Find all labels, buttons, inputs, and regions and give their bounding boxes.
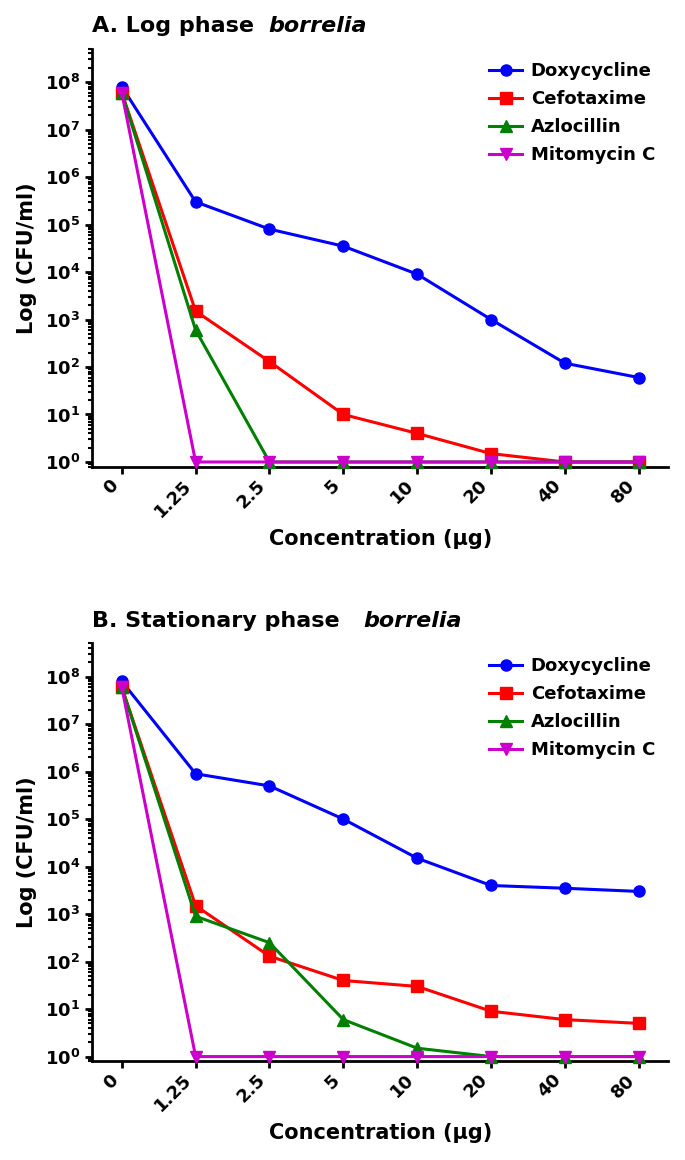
Azlocillin (413, 1042, 421, 1056)
Doxycycline (265, 780, 273, 793)
Line: Cefotaxime: Cefotaxime (116, 682, 645, 1029)
Azlocillin (265, 936, 273, 950)
Azlocillin (487, 1050, 495, 1064)
Text: borrelia: borrelia (364, 611, 462, 631)
Line: Azlocillin: Azlocillin (116, 87, 645, 467)
Azlocillin (339, 455, 347, 469)
Cefotaxime (265, 949, 273, 963)
Cefotaxime (635, 455, 643, 469)
Mitomycin C (192, 455, 200, 469)
Mitomycin C (635, 1050, 643, 1064)
Doxycycline (118, 674, 126, 688)
Cefotaxime (118, 680, 126, 694)
Doxycycline (635, 884, 643, 898)
Mitomycin C (265, 455, 273, 469)
Mitomycin C (118, 680, 126, 694)
Azlocillin (265, 455, 273, 469)
Doxycycline (561, 356, 569, 370)
Mitomycin C (192, 1050, 200, 1064)
Azlocillin (118, 86, 126, 100)
Doxycycline (265, 223, 273, 237)
Azlocillin (561, 455, 569, 469)
Cefotaxime (118, 86, 126, 100)
Line: Doxycycline: Doxycycline (116, 81, 645, 383)
Mitomycin C (635, 455, 643, 469)
Doxycycline (413, 267, 421, 281)
Doxycycline (339, 812, 347, 826)
Doxycycline (339, 239, 347, 253)
X-axis label: Concentration (μg): Concentration (μg) (269, 529, 492, 549)
Azlocillin (339, 1013, 347, 1027)
Doxycycline (192, 767, 200, 781)
Line: Mitomycin C: Mitomycin C (116, 87, 645, 467)
Doxycycline (192, 195, 200, 209)
Text: borrelia: borrelia (269, 16, 367, 36)
Cefotaxime (561, 455, 569, 469)
Cefotaxime (487, 447, 495, 461)
Mitomycin C (339, 1050, 347, 1064)
Y-axis label: Log (CFU/ml): Log (CFU/ml) (16, 776, 37, 928)
Line: Doxycycline: Doxycycline (116, 675, 645, 897)
Cefotaxime (561, 1013, 569, 1027)
Azlocillin (487, 455, 495, 469)
Mitomycin C (265, 1050, 273, 1064)
Text: A. Log phase: A. Log phase (92, 16, 262, 36)
Doxycycline (561, 882, 569, 896)
Cefotaxime (192, 304, 200, 318)
Cefotaxime (192, 899, 200, 913)
Cefotaxime (413, 427, 421, 441)
Cefotaxime (487, 1005, 495, 1018)
Doxycycline (635, 370, 643, 384)
Azlocillin (413, 455, 421, 469)
Doxycycline (413, 851, 421, 865)
Azlocillin (192, 324, 200, 338)
Mitomycin C (118, 86, 126, 100)
Cefotaxime (265, 355, 273, 369)
Legend: Doxycycline, Cefotaxime, Azlocillin, Mitomycin C: Doxycycline, Cefotaxime, Azlocillin, Mit… (484, 652, 660, 763)
Mitomycin C (487, 455, 495, 469)
Mitomycin C (487, 1050, 495, 1064)
Azlocillin (192, 909, 200, 923)
Line: Azlocillin: Azlocillin (116, 682, 645, 1063)
Text: B. Stationary phase: B. Stationary phase (92, 611, 347, 631)
Azlocillin (118, 680, 126, 694)
Cefotaxime (635, 1016, 643, 1030)
Azlocillin (561, 1050, 569, 1064)
Legend: Doxycycline, Cefotaxime, Azlocillin, Mitomycin C: Doxycycline, Cefotaxime, Azlocillin, Mit… (484, 57, 660, 169)
X-axis label: Concentration (μg): Concentration (μg) (269, 1123, 492, 1144)
Doxycycline (487, 878, 495, 892)
Mitomycin C (413, 455, 421, 469)
Mitomycin C (413, 1050, 421, 1064)
Line: Cefotaxime: Cefotaxime (116, 87, 645, 467)
Doxycycline (118, 80, 126, 94)
Mitomycin C (339, 455, 347, 469)
Mitomycin C (561, 455, 569, 469)
Mitomycin C (561, 1050, 569, 1064)
Cefotaxime (413, 979, 421, 993)
Azlocillin (635, 1050, 643, 1064)
Doxycycline (487, 312, 495, 326)
Line: Mitomycin C: Mitomycin C (116, 682, 645, 1063)
Cefotaxime (339, 407, 347, 421)
Cefotaxime (339, 973, 347, 987)
Azlocillin (635, 455, 643, 469)
Y-axis label: Log (CFU/ml): Log (CFU/ml) (16, 182, 37, 334)
